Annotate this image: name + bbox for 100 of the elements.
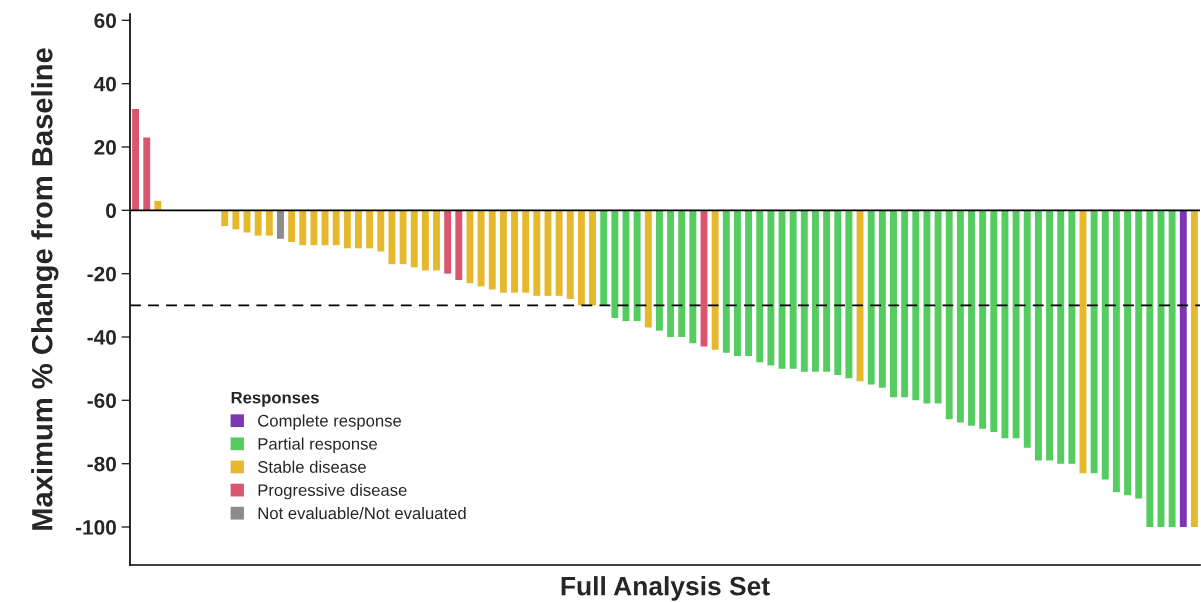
- bar: [934, 210, 942, 404]
- bar: [711, 210, 719, 350]
- bar: [1124, 210, 1132, 496]
- bar: [533, 210, 541, 296]
- legend-label: Partial response: [258, 437, 377, 454]
- legend-label: Not evaluable/Not evaluated: [258, 506, 466, 520]
- bar: [277, 210, 284, 239]
- bar: [901, 210, 909, 398]
- bar: [1001, 210, 1009, 439]
- bar: [789, 210, 797, 369]
- bar: [756, 210, 764, 363]
- bar: [812, 210, 819, 372]
- bar: [722, 210, 730, 353]
- bar: [990, 210, 998, 432]
- bar: [834, 210, 842, 375]
- bar: [221, 210, 229, 227]
- bar: [968, 210, 975, 426]
- bar: [655, 210, 663, 331]
- bar: [511, 210, 518, 293]
- bar: [321, 210, 329, 246]
- bar: [410, 210, 418, 268]
- bar: [1023, 210, 1031, 448]
- bar: [923, 210, 931, 404]
- legend-title: Responses: [231, 391, 319, 407]
- bar: [1135, 210, 1143, 499]
- bar: [945, 210, 953, 420]
- bar: [1168, 210, 1176, 527]
- bar: [288, 210, 296, 242]
- bar: [956, 210, 964, 423]
- bar: [522, 210, 530, 293]
- bar: [1090, 210, 1098, 474]
- bar: [343, 210, 351, 249]
- bar: [143, 137, 151, 211]
- bar: [488, 210, 496, 290]
- y-tick-label: -40: [87, 330, 116, 345]
- bar: [444, 210, 452, 274]
- bar: [399, 210, 407, 265]
- bar: [800, 210, 808, 372]
- bar: [421, 210, 429, 271]
- bar: [566, 210, 574, 299]
- bar: [366, 210, 374, 249]
- legend-label: Complete response: [258, 414, 402, 430]
- bar: [689, 210, 697, 344]
- bar: [845, 210, 853, 379]
- bar: [767, 210, 775, 366]
- bar: [132, 109, 140, 211]
- y-tick-label: -20: [87, 266, 116, 282]
- bar: [433, 210, 440, 271]
- bar: [745, 210, 753, 356]
- bar: [1012, 210, 1020, 439]
- bar: [299, 210, 307, 246]
- bar: [644, 210, 652, 328]
- x-axis-title: Full Analysis Set: [561, 576, 770, 601]
- bar: [499, 210, 507, 293]
- bar: [1068, 210, 1076, 464]
- bar: [1101, 210, 1109, 480]
- bar: [633, 210, 641, 322]
- bar: [678, 210, 686, 337]
- bar: [232, 210, 240, 230]
- bar: [1190, 210, 1198, 527]
- y-tick-label: -100: [75, 520, 116, 535]
- bar: [310, 210, 318, 246]
- legend-label: Stable disease: [258, 460, 366, 473]
- bar: [388, 210, 396, 265]
- bar: [1112, 210, 1120, 493]
- bar: [1046, 210, 1053, 461]
- bar: [912, 210, 920, 401]
- bar: [589, 210, 597, 306]
- bar: [878, 210, 886, 388]
- bar: [611, 210, 619, 318]
- bar: [600, 210, 608, 306]
- y-tick-label: -60: [87, 393, 116, 409]
- bar: [979, 210, 987, 429]
- bar: [867, 210, 875, 385]
- bar: [823, 210, 831, 372]
- bar: [1179, 210, 1187, 527]
- bar: [1146, 210, 1154, 527]
- legend-label: Progressive disease: [258, 483, 407, 500]
- bar: [377, 210, 385, 252]
- bar: [856, 210, 864, 382]
- bar: [332, 210, 340, 246]
- bar: [254, 210, 262, 236]
- bar: [466, 210, 474, 284]
- bar: [455, 210, 463, 280]
- bar: [265, 210, 273, 236]
- bar: [890, 210, 897, 398]
- y-tick-label: 0: [106, 203, 116, 219]
- bar: [1057, 210, 1065, 464]
- bar: [667, 210, 675, 337]
- y-axis-title: Maximum % Change from Baseline: [31, 48, 59, 530]
- y-tick-label: 20: [94, 140, 116, 155]
- bar: [577, 210, 585, 306]
- y-tick-label: 60: [94, 13, 116, 29]
- bar: [477, 210, 485, 287]
- bar: [1034, 210, 1042, 461]
- y-tick-label: 40: [93, 76, 116, 92]
- bar: [555, 210, 563, 296]
- bar: [355, 210, 362, 249]
- bar: [733, 210, 741, 356]
- y-tick-label: -80: [87, 456, 116, 472]
